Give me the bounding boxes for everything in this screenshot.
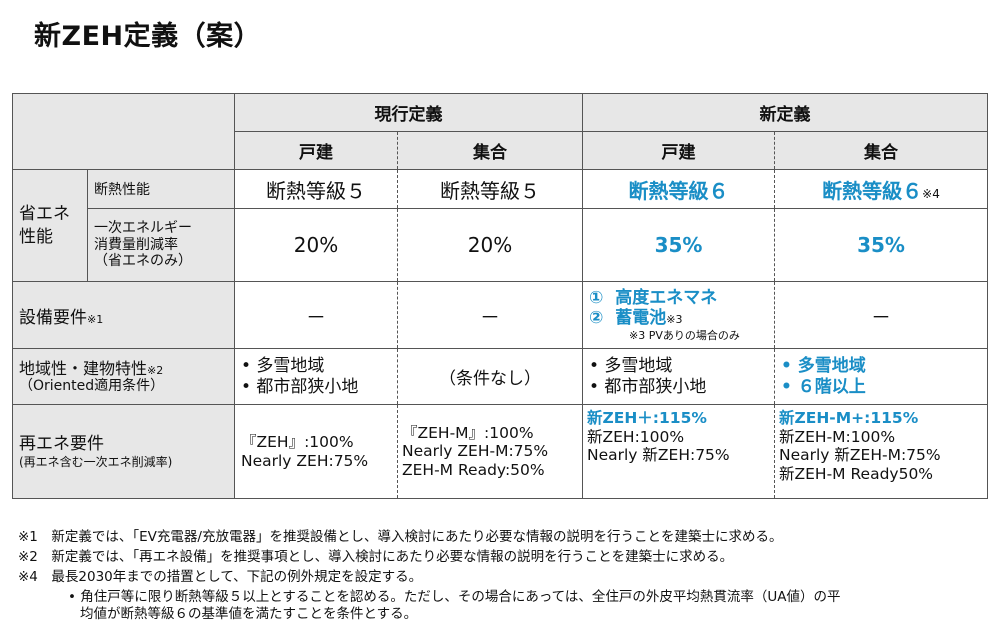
reduction-current-detached: 20% [234, 208, 398, 282]
renewable-new-detached-line-1: 新ZEH＋:115% [587, 409, 707, 427]
equipment-label-text: 設備要件 [19, 307, 87, 328]
renewable-current-detached: 『ZEH』:100% Nearly ZEH:75% [234, 404, 398, 499]
renewable-label: 再エネ要件 (再エネ含む一次エネ削減率) [12, 404, 235, 499]
insulation-label: 断熱性能 [87, 169, 235, 209]
energy-group-label: 省エネ 性能 [12, 169, 88, 282]
regional-new-detached-item-2: • 都市部狭小地 [589, 376, 707, 397]
renewable-current-collective: 『ZEH-M』:100% Nearly ZEH-M:75% ZEH-M Read… [397, 404, 583, 499]
renewable-current-collective-line-2: Nearly ZEH-M:75% [402, 442, 549, 461]
footnote-4: ※4 最長2030年までの措置として、下記の例外規定を設定する。 [18, 569, 423, 585]
regional-label-main: 地域性・建物特性※2 [19, 359, 234, 378]
header-new: 新定義 [582, 93, 988, 132]
footnote-1: ※1 新定義では、「EV充電器/充放電器」を推奨設備とし、導入検討にあたり必要な… [18, 529, 783, 545]
equipment-pv-note: ※3 PVありの場合のみ [629, 328, 740, 342]
insulation-current-detached: 断熱等級５ [234, 169, 398, 209]
header-new-detached: 戸建 [582, 131, 775, 170]
header-current-detached: 戸建 [234, 131, 398, 170]
regional-current-collective: （条件なし） [397, 348, 583, 405]
reduction-new-detached: 35% [582, 208, 775, 282]
equipment-label: 設備要件※1 [12, 281, 235, 349]
footnote-4-bullet-cont: 均値が断熱等級６の基準値を満たすことを条件とする。 [80, 606, 418, 622]
renewable-new-detached-line-3: Nearly 新ZEH:75% [587, 446, 730, 465]
equipment-current-collective: － [397, 281, 583, 349]
regional-label: 地域性・建物特性※2 （Oriented適用条件） [12, 348, 235, 405]
insulation-new-detached: 断熱等級６ [582, 169, 775, 209]
insulation-new-collective-value: 断熱等級６ [822, 178, 923, 203]
header-new-collective: 集合 [774, 131, 988, 170]
regional-label-text: 地域性・建物特性 [19, 358, 148, 378]
insulation-current-collective: 断熱等級５ [397, 169, 583, 209]
reduction-current-collective: 20% [397, 208, 583, 282]
insulation-new-collective-note: ※4 [922, 186, 940, 201]
regional-label-sub: （Oriented適用条件） [19, 377, 165, 394]
regional-new-detached-item-1: • 多雪地域 [589, 356, 673, 377]
renewable-new-detached-line-2: 新ZEH:100% [587, 427, 685, 446]
regional-label-note: ※2 [147, 363, 164, 377]
equipment-item-1-text: 高度エネマネ [615, 288, 718, 309]
equipment-item-2-number: ② [589, 308, 604, 329]
renewable-new-collective-line-1: 新ZEH-M+:115% [779, 409, 919, 427]
regional-current-detached: • 多雪地域 • 都市部狭小地 [234, 348, 398, 405]
renewable-new-collective-line-4: 新ZEH-M Ready50% [779, 464, 934, 483]
equipment-item-1: ① 高度エネマネ [589, 288, 774, 308]
regional-new-collective-item-2: • ６階以上 [781, 376, 866, 397]
reduction-label-line2: 消費量削減率 [94, 236, 178, 253]
regional-new-detached: • 多雪地域 • 都市部狭小地 [582, 348, 775, 405]
equipment-label-note: ※1 [87, 312, 104, 326]
regional-current-detached-item-1: • 多雪地域 [241, 356, 325, 377]
equipment-item-2: ② 蓄電池※3 [589, 308, 774, 328]
renewable-current-collective-line-3: ZEH-M Ready:50% [402, 460, 545, 479]
renewable-new-collective-line-3: Nearly 新ZEH-M:75% [779, 446, 941, 465]
equipment-item-1-number: ① [589, 288, 604, 309]
renewable-label-sub: (再エネ含む一次エネ削減率) [19, 454, 173, 469]
renewable-current-detached-line-1: 『ZEH』:100% [241, 432, 354, 451]
reduction-label: 一次エネルギー 消費量削減率 （省エネのみ） [87, 208, 235, 282]
equipment-item-2-note: ※3 [666, 313, 683, 327]
insulation-new-collective: 断熱等級６※4 [774, 169, 988, 209]
equipment-new-collective: － [774, 281, 988, 349]
page-title: 新ZEH定義（案） [34, 21, 262, 52]
equipment-new-detached: ① 高度エネマネ ② 蓄電池※3 ※3 PVありの場合のみ [582, 281, 775, 349]
renewable-current-collective-line-1: 『ZEH-M』:100% [402, 423, 534, 442]
renewable-new-collective: 新ZEH-M+:115% 新ZEH-M:100% Nearly 新ZEH-M:7… [774, 404, 988, 499]
zeh-definition-table: 現行定義 新定義 戸建 集合 戸建 集合 省エネ 性能 断熱性能 断熱等級５ 断… [12, 93, 988, 499]
regional-current-detached-item-2: • 都市部狭小地 [241, 376, 359, 397]
footnote-2: ※2 新定義では、「再エネ設備」を推奨事項とし、導入検討にあたり必要な情報の説明… [18, 549, 734, 565]
footnote-4-bullet: • 角住戸等に限り断熱等級５以上とすることを認める。ただし、その場合にあっては、… [68, 589, 841, 605]
reduction-label-line3: （省エネのみ） [94, 253, 192, 270]
renewable-current-detached-line-2: Nearly ZEH:75% [241, 451, 369, 470]
regional-new-collective-item-1: • 多雪地域 [781, 356, 866, 377]
renewable-new-detached: 新ZEH＋:115% 新ZEH:100% Nearly 新ZEH:75% [582, 404, 775, 499]
renewable-label-text: 再エネ要件 [19, 434, 104, 455]
reduction-new-collective: 35% [774, 208, 988, 282]
regional-new-collective: • 多雪地域 • ６階以上 [774, 348, 988, 405]
equipment-item-2-text: 蓄電池 [615, 308, 667, 329]
reduction-label-line1: 一次エネルギー [94, 219, 192, 236]
equipment-current-detached: － [234, 281, 398, 349]
renewable-new-collective-line-2: 新ZEH-M:100% [779, 427, 896, 446]
header-current: 現行定義 [234, 93, 583, 132]
header-current-collective: 集合 [397, 131, 583, 170]
corner-cell [12, 93, 235, 170]
